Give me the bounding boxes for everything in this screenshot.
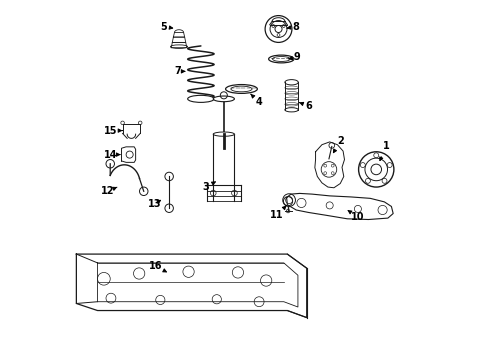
Text: 8: 8 (287, 22, 299, 32)
Text: 1: 1 (380, 141, 390, 161)
Text: 4: 4 (251, 94, 263, 107)
Text: 7: 7 (174, 66, 185, 76)
Ellipse shape (188, 95, 214, 102)
Text: 16: 16 (149, 261, 167, 272)
Ellipse shape (213, 132, 234, 136)
Text: 2: 2 (333, 136, 343, 153)
Text: 5: 5 (160, 22, 172, 32)
Ellipse shape (225, 85, 257, 93)
Text: 13: 13 (148, 199, 162, 209)
Text: 6: 6 (299, 101, 312, 111)
Text: 15: 15 (103, 126, 122, 136)
Ellipse shape (213, 96, 234, 102)
Text: 14: 14 (103, 150, 120, 159)
Text: 11: 11 (270, 206, 287, 220)
Text: 3: 3 (203, 182, 215, 192)
Text: 10: 10 (348, 211, 365, 222)
Text: 9: 9 (288, 52, 300, 62)
Text: 12: 12 (100, 186, 117, 196)
